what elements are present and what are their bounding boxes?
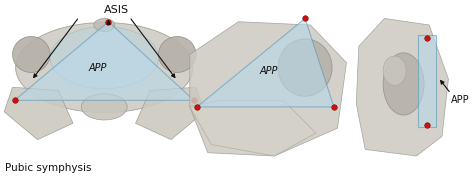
Ellipse shape — [50, 27, 158, 89]
Ellipse shape — [16, 23, 193, 113]
Polygon shape — [136, 87, 204, 140]
Ellipse shape — [383, 56, 406, 86]
Ellipse shape — [158, 36, 196, 72]
Ellipse shape — [278, 39, 332, 96]
Bar — [418, 35, 436, 127]
Polygon shape — [356, 19, 448, 156]
Polygon shape — [197, 19, 334, 107]
Text: Pubic symphysis: Pubic symphysis — [5, 163, 91, 173]
Text: APP: APP — [89, 63, 107, 73]
Polygon shape — [190, 100, 316, 156]
Text: APP: APP — [260, 66, 278, 76]
Ellipse shape — [94, 19, 115, 32]
Text: ASIS: ASIS — [103, 5, 129, 15]
Polygon shape — [190, 22, 346, 156]
Text: APP: APP — [451, 95, 470, 105]
Polygon shape — [15, 22, 194, 100]
Ellipse shape — [82, 94, 127, 120]
Ellipse shape — [383, 53, 424, 115]
Polygon shape — [4, 87, 73, 140]
Ellipse shape — [12, 36, 50, 72]
